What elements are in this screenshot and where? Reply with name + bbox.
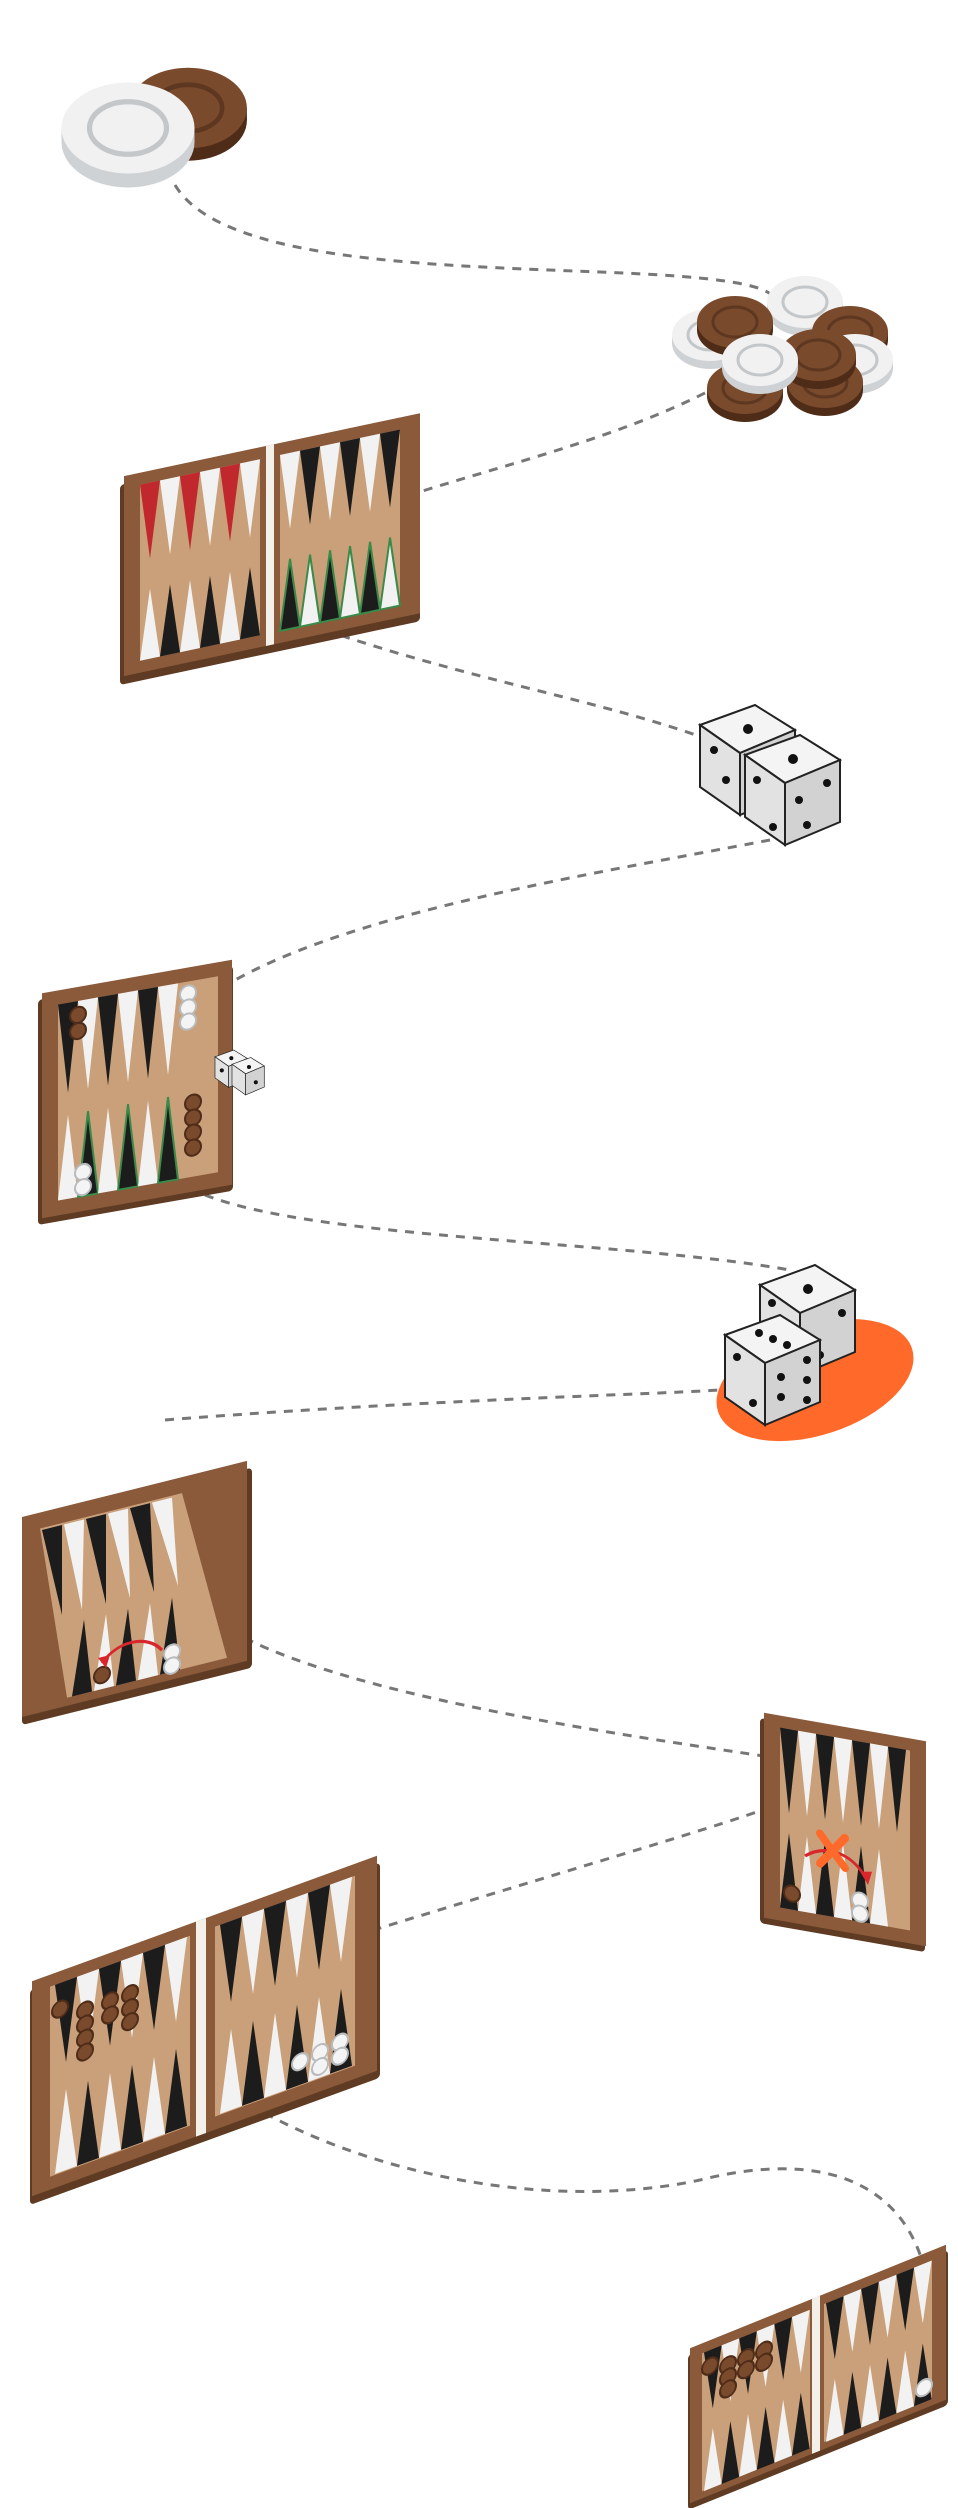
cross-mark-icon <box>816 1829 849 1873</box>
journey-path <box>164 184 933 2346</box>
checker-pile-icon <box>670 274 895 424</box>
board-colored-points-icon <box>120 413 420 685</box>
checker-pair-icon <box>62 68 247 188</box>
dice-pair-icon <box>699 704 841 846</box>
board-blocked-move-icon <box>760 1712 926 1952</box>
board-starting-position-icon <box>38 959 265 1225</box>
board-bearing-off-icon <box>688 2244 948 2508</box>
board-move-arrow-icon <box>22 1460 252 1725</box>
small-dice-icon <box>214 1049 265 1096</box>
dice-on-highlight-icon <box>716 1264 914 1442</box>
board-full-position-icon <box>30 1855 380 2204</box>
